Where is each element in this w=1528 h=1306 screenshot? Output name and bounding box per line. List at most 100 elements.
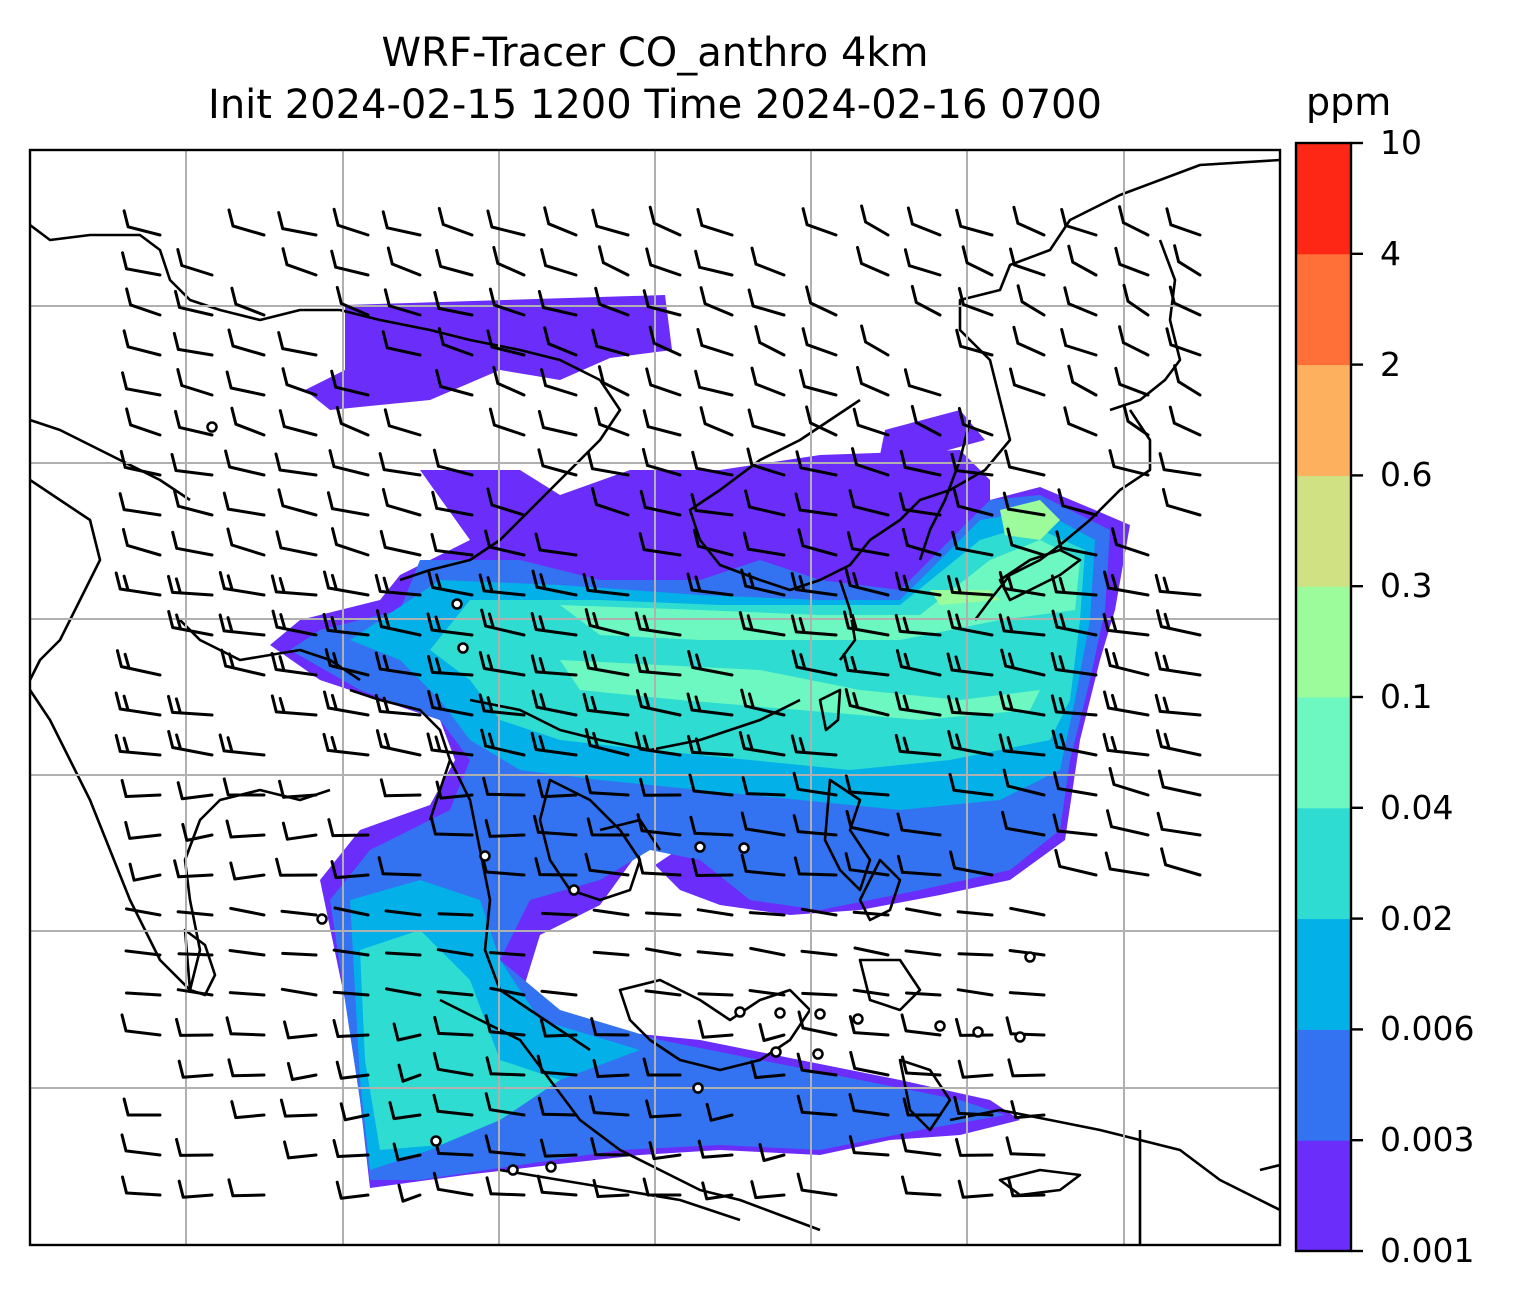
- wind-barb: [1106, 809, 1150, 837]
- wind-barb: [894, 691, 942, 717]
- calm-wind-marker: [507, 1164, 519, 1176]
- wind-barb: [636, 813, 682, 837]
- wind-barb: [1051, 729, 1098, 757]
- calm-wind-marker: [451, 598, 463, 610]
- colorbar-segment: [1296, 918, 1351, 1030]
- wind-barb: [115, 649, 162, 677]
- wind-barb: [172, 488, 214, 517]
- wind-barb: [427, 570, 474, 597]
- wind-barb: [125, 907, 162, 917]
- wind-barb: [1173, 244, 1202, 277]
- wind-barb: [175, 1137, 214, 1157]
- colorbar: [1296, 141, 1363, 1253]
- wind-barb: [114, 691, 162, 717]
- wind-barb: [1122, 283, 1150, 317]
- wind-barb: [222, 491, 266, 517]
- wind-barb: [175, 1017, 214, 1037]
- wind-barb: [1016, 284, 1046, 317]
- wind-barb: [896, 812, 942, 837]
- wind-barb: [1103, 570, 1150, 597]
- wind-barb: [585, 775, 630, 797]
- wind-barb: [381, 330, 422, 357]
- wind-barb: [1052, 771, 1098, 797]
- wind-barb: [540, 368, 578, 397]
- wind-barb: [796, 1172, 838, 1197]
- wind-barb: [696, 908, 734, 917]
- wind-barb: [485, 1176, 526, 1197]
- wind-barb: [856, 246, 890, 277]
- wind-barb: [1050, 652, 1098, 677]
- wind-barb: [1002, 768, 1046, 797]
- wind-barb: [537, 1096, 578, 1117]
- wind-barb: [176, 368, 214, 397]
- wind-barb: [167, 574, 214, 597]
- wind-barb: [427, 690, 474, 717]
- wind-barb: [335, 1180, 370, 1200]
- wind-barb: [486, 487, 526, 517]
- wind-barb: [128, 862, 162, 882]
- wind-barb: [1114, 246, 1150, 277]
- wind-barb: [534, 532, 578, 557]
- wind-barb: [486, 209, 526, 237]
- wind-barb: [230, 286, 266, 317]
- wind-barb: [744, 489, 786, 517]
- wind-barb: [642, 1177, 682, 1197]
- wind-barb: [852, 988, 890, 997]
- wind-barb: [1054, 848, 1098, 877]
- wind-barb: [582, 572, 630, 597]
- wind-barb: [749, 946, 786, 957]
- wind-barb: [374, 693, 422, 717]
- colorbar-tick-label: 0.3: [1380, 566, 1433, 606]
- wind-barb: [796, 1094, 838, 1117]
- wind-barb: [741, 776, 786, 797]
- wind-barb: [797, 528, 838, 557]
- wind-barb: [701, 1181, 734, 1201]
- coastline: [838, 579, 857, 661]
- wind-barb: [1156, 811, 1202, 837]
- wind-barb: [432, 448, 474, 477]
- map-content: [30, 150, 1280, 1245]
- calm-wind-marker: [812, 1048, 824, 1060]
- wind-barb: [374, 651, 422, 677]
- wind-barb: [848, 1135, 890, 1157]
- wind-barb: [229, 906, 266, 917]
- wind-barb: [797, 1010, 838, 1037]
- wind-barb: [584, 852, 630, 877]
- wind-barb: [848, 489, 890, 517]
- wind-barb: [900, 1013, 942, 1037]
- wind-barb: [270, 652, 318, 677]
- wind-barb: [426, 612, 474, 637]
- wind-barb: [957, 1059, 994, 1079]
- wind-barb: [805, 405, 838, 437]
- wind-barb: [543, 206, 578, 237]
- wind-barb: [283, 1140, 318, 1160]
- wind-barb: [584, 608, 630, 637]
- wind-barb: [1055, 530, 1098, 557]
- coastline: [823, 778, 872, 892]
- wind-barb: [696, 207, 734, 237]
- wind-barb: [637, 855, 682, 877]
- wind-barb: [1155, 729, 1202, 757]
- calm-wind-marker: [852, 1013, 864, 1025]
- wind-barb: [120, 1133, 162, 1157]
- wind-barb: [540, 989, 578, 997]
- wind-barb: [750, 246, 786, 277]
- wind-barb: [801, 327, 838, 357]
- wind-barb: [851, 447, 890, 477]
- wind-barb: [281, 367, 318, 397]
- wind-barb: [323, 690, 370, 717]
- wind-barb: [583, 650, 630, 677]
- wind-barb: [792, 771, 838, 797]
- wind-barb: [227, 1058, 266, 1078]
- wind-barb: [955, 1137, 994, 1157]
- calm-wind-marker: [734, 1006, 746, 1018]
- wind-barb: [118, 492, 162, 517]
- calm-wind-marker: [770, 1046, 782, 1058]
- colorbar-segment: [1296, 1029, 1351, 1141]
- wind-barb: [903, 248, 942, 277]
- wind-barb: [687, 734, 734, 757]
- wind-barb: [121, 1175, 162, 1197]
- wind-barb: [697, 1139, 734, 1159]
- coastline: [448, 759, 591, 1052]
- wind-barb: [374, 573, 422, 597]
